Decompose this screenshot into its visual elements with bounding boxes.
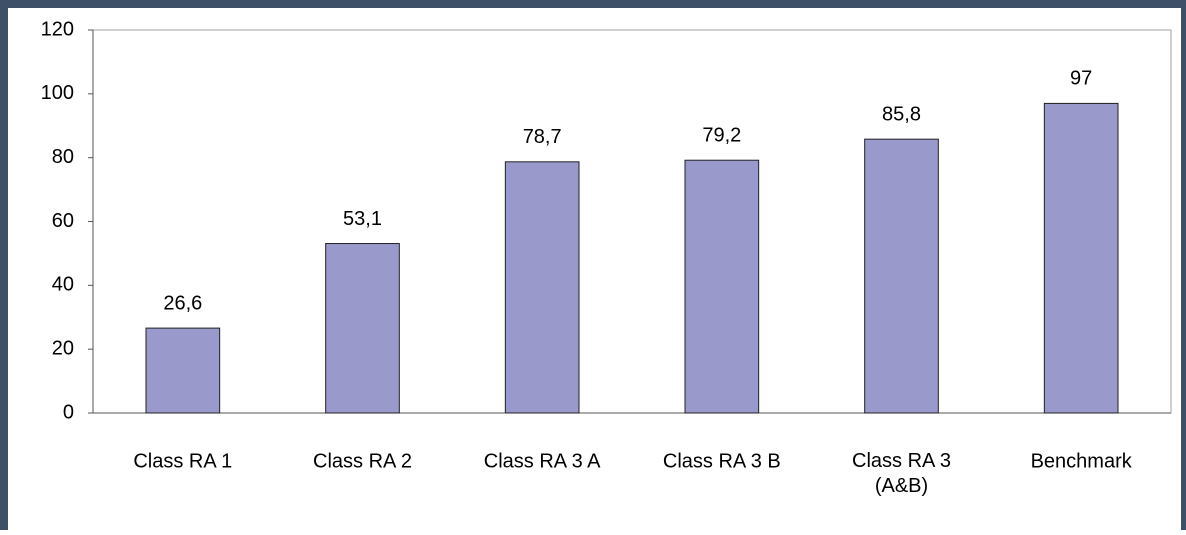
data-label: 26,6 (163, 292, 202, 314)
x-tick-label: Class RA 3 A (484, 450, 601, 472)
y-tick-label: 60 (52, 210, 74, 232)
x-tick-label: Class RA 1 (133, 450, 232, 472)
y-tick-label: 120 (41, 18, 74, 40)
x-tick-label: Class RA 2 (313, 450, 412, 472)
bar (504, 161, 580, 414)
bar (684, 159, 760, 414)
data-label: 85,8 (882, 103, 921, 125)
bar (864, 138, 939, 414)
y-tick-label: 0 (63, 401, 74, 423)
y-tick-label: 20 (52, 337, 74, 359)
y-tick-label: 100 (41, 82, 74, 104)
bar (145, 327, 221, 414)
x-tick-label: Class RA 3 B (663, 450, 781, 472)
data-label: 53,1 (343, 208, 382, 230)
bar (325, 243, 400, 414)
y-tick-label: 40 (52, 274, 74, 296)
data-label: 78,7 (523, 126, 562, 148)
x-tick-label: Benchmark (1031, 450, 1133, 472)
data-label: 79,2 (702, 125, 741, 147)
data-label: 97 (1070, 68, 1092, 90)
background (8, 8, 1181, 530)
y-tick-label: 80 (52, 146, 74, 168)
x-tick-label: Class RA 3 (A&B) (852, 450, 951, 497)
bar (1043, 102, 1119, 414)
